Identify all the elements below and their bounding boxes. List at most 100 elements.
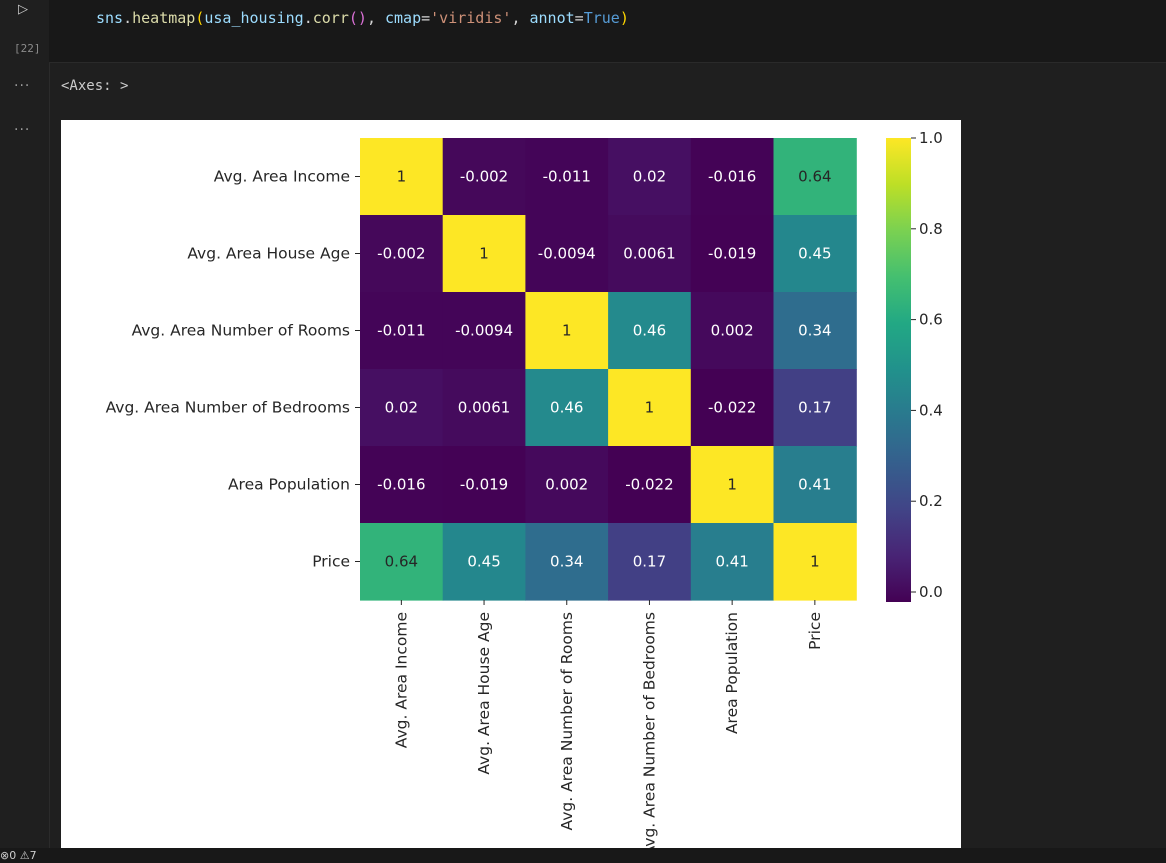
colorbar-tick-label: 0.4 xyxy=(919,401,943,419)
cell-annotation: 0.45 xyxy=(798,245,831,263)
x-tick-label: Avg. Area Income xyxy=(392,612,410,748)
cell-annotation: 0.45 xyxy=(467,553,500,571)
cell-annotation: 1 xyxy=(645,399,655,417)
heatmap-cell xyxy=(608,446,692,524)
heatmap-cell xyxy=(360,138,444,216)
heatmap-cell xyxy=(773,523,857,601)
cell-annotation: 0.02 xyxy=(385,399,418,417)
heatmap-cell xyxy=(442,215,526,293)
heatmap-cell xyxy=(608,369,692,447)
cell-annotation: 0.17 xyxy=(633,553,666,571)
cell-annotation: -0.011 xyxy=(377,322,425,340)
colorbar-tick-label: 0.6 xyxy=(919,311,943,329)
cell-annotation: 0.34 xyxy=(798,322,831,340)
y-tick-label: Avg. Area Number of Bedrooms xyxy=(106,399,350,417)
y-tick-label: Avg. Area Number of Rooms xyxy=(132,322,350,340)
cell-annotation: 0.34 xyxy=(550,553,583,571)
cell-annotation: 1 xyxy=(479,245,489,263)
heatmap-cell xyxy=(690,215,775,293)
cell-annotation: 1 xyxy=(810,553,820,571)
code-cell-editor[interactable] xyxy=(49,0,1166,63)
cell-annotation: 0.41 xyxy=(798,476,831,494)
heatmap-cell xyxy=(773,292,857,370)
heatmap-cell xyxy=(360,292,444,370)
cell-gutter: ▷ [22] ··· ··· xyxy=(0,0,50,848)
x-tick-label: Price xyxy=(806,612,824,650)
heatmap-svg: 1 -0.002 -0.011 0.02 -0.016 0.64 -0.002 1 -0.009… xyxy=(106,129,943,848)
heatmap-cell xyxy=(525,369,609,447)
heatmap-cell xyxy=(360,523,444,601)
cell-annotation: 1 xyxy=(562,322,572,340)
colorbar-tick-label: 0.2 xyxy=(919,492,943,510)
heatmap-cell xyxy=(690,446,775,524)
heatmap-cell xyxy=(773,369,857,447)
cell-annotation: -0.0094 xyxy=(455,322,513,340)
heatmap-cell xyxy=(360,446,444,524)
cell-annotation: 1 xyxy=(397,168,407,186)
y-tick-label: Avg. Area Income xyxy=(214,168,350,186)
colorbar-tick-label: 1.0 xyxy=(919,129,943,147)
heatmap-cell xyxy=(608,292,692,370)
heatmap-cell xyxy=(442,369,526,447)
x-tick-label: Area Population xyxy=(723,612,741,734)
cell-annotation: 0.17 xyxy=(798,399,831,417)
heatmap-cell xyxy=(442,523,526,601)
cell-annotation: 0.64 xyxy=(798,168,831,186)
heatmap-cell xyxy=(360,215,444,293)
cell-annotation: -0.016 xyxy=(377,476,425,494)
cell-annotation: 0.02 xyxy=(633,168,666,186)
heatmap-cell xyxy=(608,215,692,293)
y-tick-label: Price xyxy=(312,553,350,571)
heatmap-figure: 1 -0.002 -0.011 0.02 -0.016 0.64 -0.002 1 -0.009… xyxy=(61,120,961,848)
cell-annotation: 0.41 xyxy=(715,553,748,571)
cell-annotation: -0.022 xyxy=(625,476,673,494)
colorbar-tick-label: 0.8 xyxy=(919,220,943,238)
cell-annotation: -0.019 xyxy=(460,476,508,494)
heatmap-cell xyxy=(608,523,692,601)
heatmap-cell xyxy=(608,138,692,216)
cell-annotation: 0.002 xyxy=(711,322,754,340)
cell-annotation: -0.002 xyxy=(460,168,508,186)
colorbar-tick-label: 0.0 xyxy=(919,583,943,601)
heatmap-cell xyxy=(442,292,526,370)
heatmap-cell xyxy=(773,446,857,524)
cell-annotation: 0.64 xyxy=(385,553,418,571)
cell-annotation: -0.022 xyxy=(708,399,756,417)
code-line[interactable]: sns.heatmap(usa_housing.corr(), cmap='vi… xyxy=(96,9,629,27)
cell-annotation: -0.019 xyxy=(708,245,756,263)
cell-annotation: 0.46 xyxy=(550,399,583,417)
cell-annotation: -0.002 xyxy=(377,245,425,263)
heatmap-cell xyxy=(525,292,609,370)
colorbar xyxy=(886,138,911,602)
x-tick-label: Avg. Area Number of Bedrooms xyxy=(640,612,658,848)
cell-annotation: -0.011 xyxy=(543,168,591,186)
cell-annotation: 1 xyxy=(727,476,737,494)
cell-annotation: 0.0061 xyxy=(458,399,511,417)
heatmap-cell xyxy=(525,446,609,524)
cell-annotation: 0.002 xyxy=(545,476,588,494)
run-cell-icon[interactable]: ▷ xyxy=(18,2,28,17)
cell-annotation: 0.0061 xyxy=(623,245,676,263)
execution-count: [22] xyxy=(14,42,41,55)
x-tick-label: Avg. Area Number of Rooms xyxy=(558,612,576,830)
heatmap-cell xyxy=(525,215,609,293)
problems-indicator[interactable]: ⊗0 ⚠7 xyxy=(0,849,37,862)
heatmap-cell xyxy=(773,215,857,293)
heatmap-cell xyxy=(690,138,775,216)
heatmap-cell xyxy=(442,138,526,216)
heatmap-cell xyxy=(690,523,775,601)
heatmap-cell xyxy=(525,138,609,216)
heatmap-cell xyxy=(690,369,775,447)
cell-annotation: -0.0094 xyxy=(538,245,596,263)
y-tick-label: Area Population xyxy=(228,476,350,494)
cell-annotation: -0.016 xyxy=(708,168,756,186)
heatmap-cell xyxy=(773,138,857,216)
status-bar: ⊗0 ⚠7 xyxy=(0,848,1166,863)
output-menu-icon[interactable]: ··· xyxy=(14,78,31,94)
cell-annotation: 0.46 xyxy=(633,322,666,340)
y-tick-label: Avg. Area House Age xyxy=(187,245,350,263)
heatmap-cell xyxy=(525,523,609,601)
output-menu-icon-2[interactable]: ··· xyxy=(14,122,31,138)
heatmap-cell xyxy=(690,292,775,370)
x-tick-label: Avg. Area House Age xyxy=(475,612,493,775)
